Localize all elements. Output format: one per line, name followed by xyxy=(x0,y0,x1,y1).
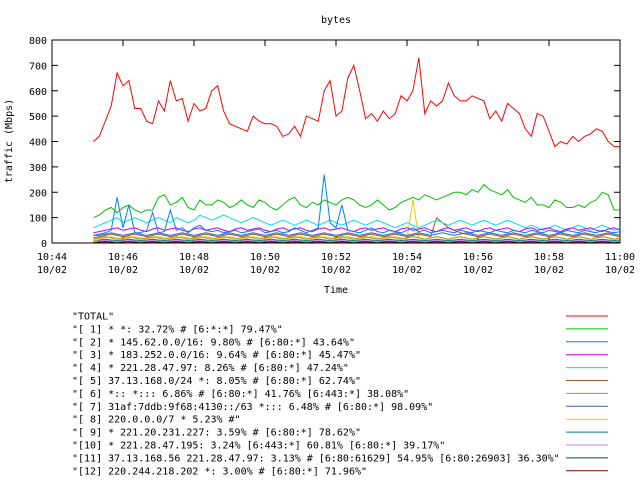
x-tick-date-label: 10/02 xyxy=(250,265,280,276)
y-tick-label: 400 xyxy=(29,138,47,149)
series-line-10 xyxy=(93,239,621,243)
x-axis: 10:44 10/02 10:46 10/02 10:48 10/02 10:50 10/02… xyxy=(37,40,635,276)
legend-label-9: "[ 9] * 221.20.231.227: 3.59% # [6:80:*]… xyxy=(72,428,361,439)
series-line-5 xyxy=(93,216,621,239)
x-tick-date-label: 10/02 xyxy=(179,265,209,276)
series-line-1 xyxy=(93,183,620,219)
legend-label-2: "[ 2] * 145.62.0.0/16: 9.80% # [6:80:*] … xyxy=(72,337,355,348)
legend-label-8: "[ 8] 220.0.0.0/7 * 5.23% #" xyxy=(72,415,241,426)
x-tick-date-label: 10/02 xyxy=(534,265,564,276)
x-tick-time-label: 10:50 xyxy=(250,252,280,263)
legend-label-5: "[ 5] 37.13.168.0/24 *: 8.05% # [6:80:*]… xyxy=(72,376,361,387)
series-line-0 xyxy=(93,57,620,148)
legend-label-4: "[ 4] * 221.28.47.97: 8.26% # [6:80:*] 4… xyxy=(72,363,349,374)
y-tick-label: 700 xyxy=(29,61,47,72)
x-tick-time-label: 10:44 xyxy=(37,252,67,263)
y-tick-label: 300 xyxy=(29,163,47,174)
x-tick-date-label: 10/02 xyxy=(321,265,351,276)
x-tick-time-label: 10:54 xyxy=(392,252,422,263)
legend-label-6: "[ 6] *:: *::: 6.86% # [6:80:*] 41.76% [… xyxy=(72,389,409,400)
series-line-4 xyxy=(93,214,621,231)
y-tick-label: 200 xyxy=(29,188,47,199)
series-line-7 xyxy=(93,232,621,236)
series-line-2 xyxy=(93,174,621,236)
series-line-3 xyxy=(93,227,621,234)
series-line-9 xyxy=(93,238,621,242)
x-tick-date-label: 10/02 xyxy=(463,265,493,276)
x-tick-time-label: 11:00 xyxy=(605,252,635,263)
x-tick-time-label: 10:58 xyxy=(534,252,564,263)
y-tick-label: 100 xyxy=(29,214,47,225)
x-tick-date-label: 10/02 xyxy=(108,265,138,276)
x-tick-date-label: 10/02 xyxy=(605,265,635,276)
x-tick-time-label: 10:56 xyxy=(463,252,493,263)
legend-label-1: "[ 1] * *: 32.72% # [6:*:*] 79.47%" xyxy=(72,324,283,335)
legend-label-7: "[ 7] 31af:7ddb:9f68:4130::/63 *::: 6.48… xyxy=(72,402,433,413)
series-line-6 xyxy=(93,236,621,240)
y-axis-label: traffic (Mbps) xyxy=(4,99,15,183)
legend-label-10: "[10] * 221.28.47.195: 3.24% [6:443:*] 6… xyxy=(72,441,445,452)
y-tick-label: 0 xyxy=(41,239,47,250)
x-tick-date-label: 10/02 xyxy=(37,265,67,276)
x-tick-time-label: 10:52 xyxy=(321,252,351,263)
legend-label-0: "TOTAL" xyxy=(72,312,114,323)
y-tick-label: 800 xyxy=(29,36,47,47)
x-axis-label: Time xyxy=(324,285,348,296)
x-tick-date-label: 10/02 xyxy=(392,265,422,276)
y-tick-label: 500 xyxy=(29,112,47,123)
legend: "TOTAL""[ 1] * *: 32.72% # [6:*:*] 79.47… xyxy=(72,312,608,477)
x-tick-time-label: 10:46 xyxy=(108,252,138,263)
x-tick-time-label: 10:48 xyxy=(179,252,209,263)
legend-label-12: "[12] 220.244.218.202 *: 3.00% # [6:80:*… xyxy=(72,466,367,477)
legend-label-3: "[ 3] * 183.252.0.0/16: 9.64% # [6:80:*]… xyxy=(72,350,361,361)
chart-title: bytes xyxy=(321,15,351,26)
y-tick-label: 600 xyxy=(29,87,47,98)
y-axis: 0 100 200 300 400 500 600 700 800 xyxy=(29,36,620,250)
legend-label-11: "[11] 37.13.168.56 221.28.47.97: 3.13% #… xyxy=(72,453,560,464)
plot-area-frame xyxy=(51,39,621,244)
series-lines xyxy=(93,57,621,243)
